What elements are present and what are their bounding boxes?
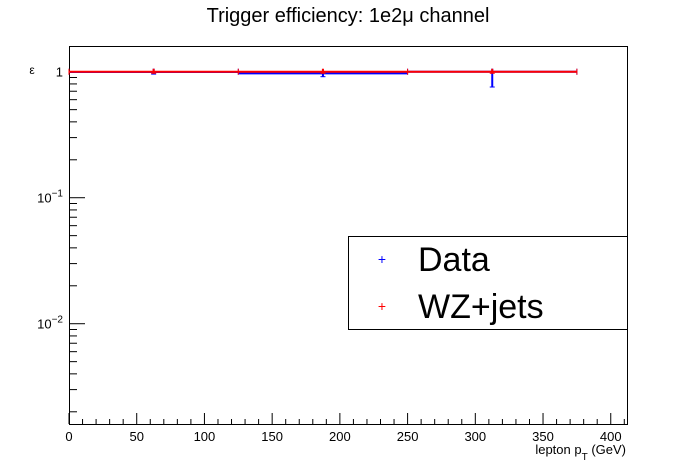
x-axis-label-main: lepton p	[535, 442, 581, 457]
x-axis-label-sub: T	[582, 452, 588, 463]
y-tick-label: 10−2	[37, 315, 63, 332]
series-layer	[68, 68, 578, 88]
y-axis-label: ε	[29, 63, 35, 77]
x-tick-label: 0	[65, 429, 72, 444]
x-tick-label: 200	[329, 429, 351, 444]
axis-ticks: 0 50 100 150 200 250 300 350 400 1 10−1 10−2	[37, 65, 625, 444]
legend-marker-data: +	[378, 251, 386, 267]
legend-label-data: Data	[418, 241, 490, 279]
plot-frame	[69, 46, 628, 425]
legend-marker-wzjets: +	[378, 298, 386, 314]
x-tick-label: 50	[129, 429, 143, 444]
x-axis-label: lepton pT (GeV)	[535, 442, 626, 463]
x-axis-label-unit: (GeV)	[588, 442, 626, 457]
chart-title: Trigger efficiency: 1e2μ channel	[207, 5, 490, 27]
legend-entry-wzjets: + WZ+jets	[378, 288, 544, 326]
legend-label-wzjets: WZ+jets	[418, 288, 544, 326]
legend-entry-data: + Data	[378, 241, 490, 279]
legend-box	[348, 236, 628, 330]
x-tick-label: 300	[464, 429, 486, 444]
legend: + Data + WZ+jets	[348, 236, 628, 330]
plot-area-frame	[69, 46, 628, 425]
x-tick-label: 400	[600, 429, 622, 444]
x-tick-label: 350	[532, 429, 554, 444]
x-tick-label: 100	[194, 429, 216, 444]
x-tick-label: 250	[397, 429, 419, 444]
series-wz-jets	[68, 68, 578, 75]
y-tick-label: 1	[56, 65, 63, 80]
x-tick-label: 150	[261, 429, 283, 444]
y-tick-label: 10−1	[37, 189, 63, 206]
